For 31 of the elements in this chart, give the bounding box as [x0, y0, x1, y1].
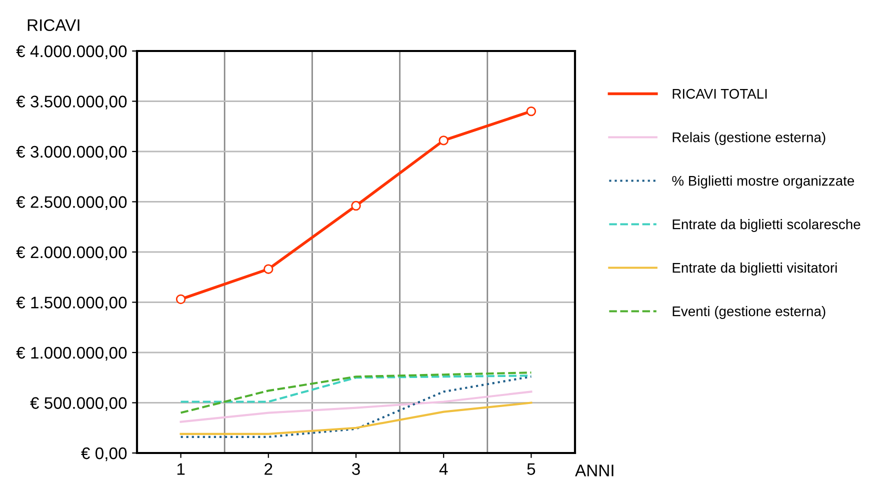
y-tick-label: € 2.500.000,00 [16, 196, 127, 210]
legend-label: % Biglietti mostre organizzate [672, 176, 854, 188]
y-tick-label: € 3.000.000,00 [16, 146, 127, 160]
legend-label: Relais (gestione esterna) [672, 132, 826, 145]
x-tick-label: 2 [264, 463, 272, 475]
line-series [180, 402, 532, 435]
y-tick-label: € 0,00 [81, 447, 127, 462]
x-axis-title: ANNI [575, 464, 614, 476]
y-tick-label: € 4.000.000,00 [16, 45, 127, 60]
x-tick-label: 1 [177, 463, 185, 475]
y-tick-label: € 500.000,00 [30, 397, 127, 411]
point [351, 200, 361, 211]
line-series [180, 372, 532, 414]
y-axis-title: RICAVI [28, 19, 80, 32]
line-series [180, 376, 532, 438]
y-tick-label: € 2.000.000,00 [16, 246, 127, 260]
point [526, 106, 536, 116]
legend-label: Entrate da biglietti scolaresche [672, 219, 860, 232]
y-tick-label: € 1.500.000,00 [16, 296, 127, 310]
legend-label: Entrate da biglietti visitatori [672, 262, 837, 276]
legend-label: RICAVI TOTALI [672, 88, 767, 99]
point [438, 136, 448, 146]
legend-label: Eventi (gestione esterna) [672, 306, 826, 319]
line-series [180, 390, 532, 423]
point [264, 264, 274, 274]
x-tick-label: 3 [352, 463, 360, 475]
x-tick-label: 5 [527, 463, 536, 475]
point [176, 294, 186, 304]
y-tick-label: € 3.500.000,00 [16, 96, 127, 110]
y-tick-label: € 1.000.000,00 [16, 346, 127, 361]
x-tick-label: 4 [439, 463, 448, 475]
